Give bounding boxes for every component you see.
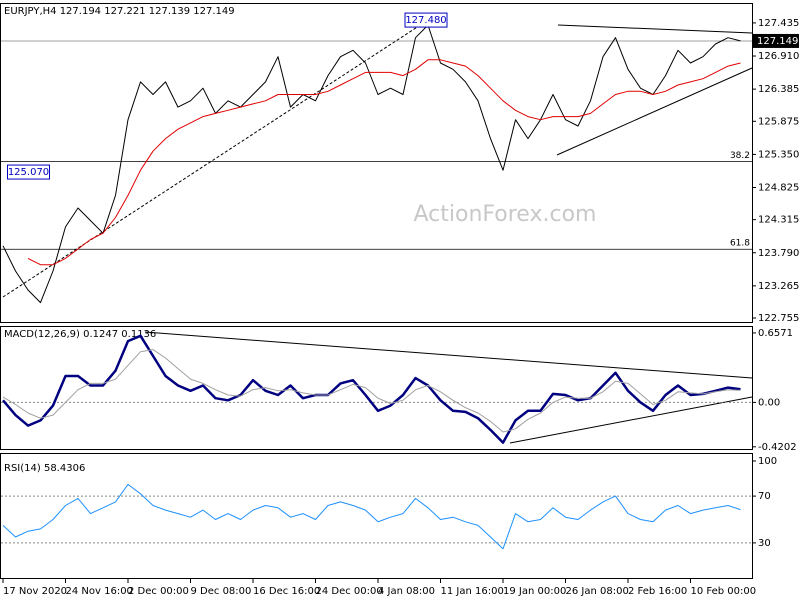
panel-title: RSI(14) 58.4306 [4, 463, 85, 474]
x-tick-label: 10 Feb 00:00 [691, 586, 757, 597]
support-trendline [556, 67, 753, 156]
high-label-box [404, 12, 448, 28]
x-tick-label: 4 Jan 08:00 [378, 586, 435, 597]
dashed-trendline [2, 21, 426, 298]
x-tick-label: 24 Nov 16:00 [66, 586, 133, 597]
y-tick-label: 100 [758, 456, 777, 467]
x-tick-label: 19 Jan 00:00 [503, 586, 566, 597]
y-tick-label: 125.875 [758, 116, 799, 127]
y-tick-label: 124.825 [758, 182, 799, 193]
y-tick-label: 127.435 [758, 18, 799, 29]
rsi-panel [0, 453, 753, 579]
last-price-box [753, 33, 799, 48]
series-line [2, 24, 741, 304]
x-tick-label: 9 Dec 08:00 [191, 586, 252, 597]
x-tick-label: 11 Jan 16:00 [441, 586, 504, 597]
panel-title: MACD(12,26,9) 0.1247 0.1136 [4, 329, 156, 340]
x-tick-label: 2 Dec 00:00 [128, 586, 189, 597]
fib-label: 38.2 [730, 151, 750, 161]
x-tick-label: 17 Nov 2020 [3, 586, 67, 597]
resistance-trendline [557, 24, 753, 34]
y-tick-label: 125.350 [758, 149, 799, 160]
y-tick-label: 126.385 [758, 84, 799, 95]
watermark: ActionForex.com [414, 202, 597, 227]
y-tick-label: 0.00 [758, 397, 780, 408]
y-tick-label: 122.755 [758, 313, 799, 324]
low-label-box [7, 164, 50, 180]
series-line [27, 59, 741, 266]
x-tick-label: 24 Dec 00:00 [316, 586, 383, 597]
macd-trendline [509, 396, 753, 444]
y-tick-label: 30 [758, 538, 771, 549]
x-tick-label: 16 Dec 16:00 [253, 586, 320, 597]
macd-panel [0, 326, 753, 450]
macd-trendline [144, 331, 753, 379]
last-price-label: 127.149 [757, 36, 798, 47]
y-tick-label: 70 [758, 491, 771, 502]
y-tick-label: 0.6571 [758, 328, 793, 339]
y-tick-label: 123.790 [758, 248, 799, 259]
series-line [2, 483, 741, 550]
series-line [2, 334, 741, 444]
high-label: 127.480 [405, 15, 446, 26]
price-panel [0, 3, 753, 323]
fib-label: 61.8 [730, 239, 750, 249]
x-tick-label: 26 Jan 08:00 [566, 586, 629, 597]
low-label: 125.070 [8, 167, 49, 178]
y-tick-label: -0.4202 [758, 442, 797, 453]
panel-title: EURJPY,H4 127.194 127.221 127.139 127.14… [4, 6, 235, 17]
x-tick-label: 2 Feb 16:00 [628, 586, 687, 597]
y-tick-label: 124.315 [758, 215, 799, 226]
y-tick-label: 126.910 [758, 51, 799, 62]
y-tick-label: 123.265 [758, 281, 799, 292]
series-line [2, 349, 741, 433]
